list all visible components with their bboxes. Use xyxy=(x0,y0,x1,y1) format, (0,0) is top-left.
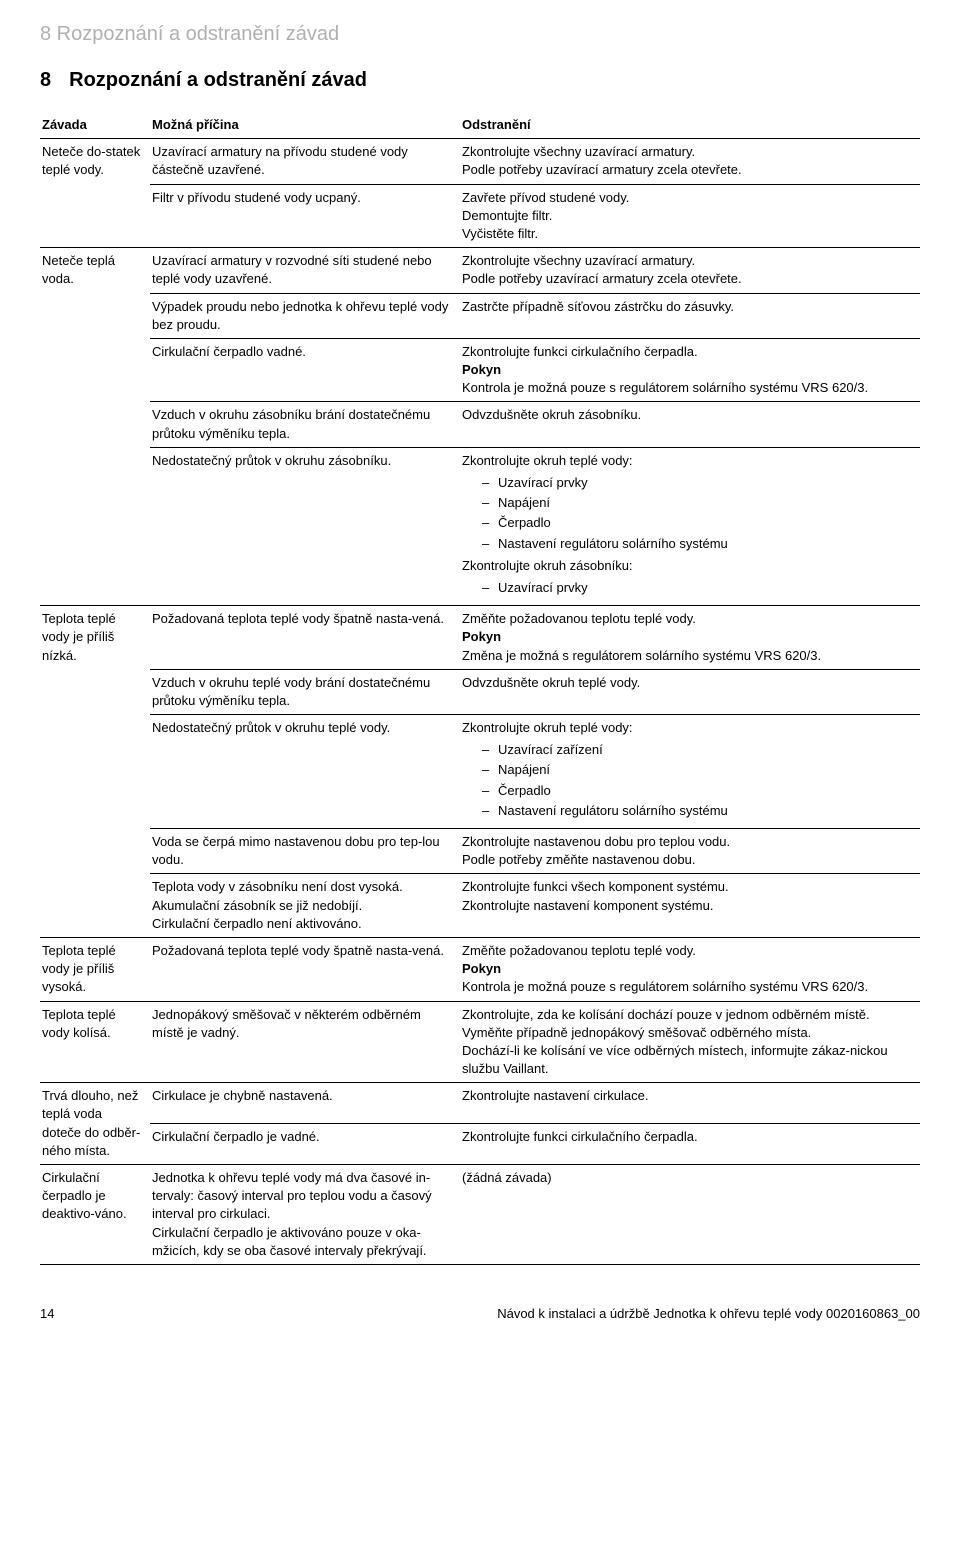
text: Kontrola je možná pouze s regulátorem so… xyxy=(462,380,868,395)
cell-pricina: Požadovaná teplota teplé vody špatně nas… xyxy=(150,937,460,1001)
cell-pricina: Uzavírací armatury v rozvodné síti stude… xyxy=(150,248,460,293)
cell-zavada: Teplota teplé vody kolísá. xyxy=(40,1001,150,1083)
cell-pricina: Nedostatečný průtok v okruhu zásobníku. xyxy=(150,447,460,605)
table-row: Cirkulační čerpadlo vadné. Zkontrolujte … xyxy=(40,338,920,402)
text: Zkontrolujte funkci cirkulačního čerpadl… xyxy=(462,344,698,359)
breadcrumb: 8 Rozpoznání a odstranění závad xyxy=(40,20,920,48)
check-list: Uzavírací prvky xyxy=(462,579,914,597)
cell-odstraneni: Odvzdušněte okruh zásobníku. xyxy=(460,402,920,447)
section-number: 8 xyxy=(40,69,51,91)
pokyn-label: Pokyn xyxy=(462,362,501,377)
table-row: Trvá dlouho, než teplá voda doteče do od… xyxy=(40,1083,920,1124)
list-item: Napájení xyxy=(482,761,914,779)
cell-pricina: Uzavírací armatury na přívodu studené vo… xyxy=(150,139,460,184)
doc-title: Návod k instalaci a údržbě Jednotka k oh… xyxy=(497,1305,920,1323)
cell-zavada: Neteče teplá voda. xyxy=(40,248,150,606)
cell-odstraneni: Zkontrolujte všechny uzavírací armatury.… xyxy=(460,248,920,293)
cell-pricina: Cirkulační čerpadlo je vadné. xyxy=(150,1124,460,1165)
cell-pricina: Filtr v přívodu studené vody ucpaný. xyxy=(150,184,460,248)
text: Změňte požadovanou teplotu teplé vody. xyxy=(462,943,696,958)
cell-pricina: Jednotka k ohřevu teplé vody má dva časo… xyxy=(150,1165,460,1265)
header-odstraneni: Odstranění xyxy=(460,112,920,139)
cell-pricina: Cirkulace je chybně nastavená. xyxy=(150,1083,460,1124)
cell-zavada: Trvá dlouho, než teplá voda doteče do od… xyxy=(40,1083,150,1165)
table-row: Nedostatečný průtok v okruhu zásobníku. … xyxy=(40,447,920,605)
list-item: Uzavírací zařízení xyxy=(482,741,914,759)
table-row: Voda se čerpá mimo nastavenou dobu pro t… xyxy=(40,829,920,874)
table-row: Nedostatečný průtok v okruhu teplé vody.… xyxy=(40,715,920,829)
table-row: Vzduch v okruhu zásobníku brání dostateč… xyxy=(40,402,920,447)
cell-odstraneni: Zkontrolujte nastavení cirkulace. xyxy=(460,1083,920,1124)
text: Kontrola je možná pouze s regulátorem so… xyxy=(462,979,868,994)
pokyn-label: Pokyn xyxy=(462,629,501,644)
text: Zkontrolujte okruh teplé vody: xyxy=(462,720,633,735)
table-header-row: Závada Možná příčina Odstranění xyxy=(40,112,920,139)
cell-pricina: Voda se čerpá mimo nastavenou dobu pro t… xyxy=(150,829,460,874)
cell-odstraneni: Zkontrolujte okruh teplé vody: Uzavírací… xyxy=(460,447,920,605)
check-list: Uzavírací prvky Napájení Čerpadlo Nastav… xyxy=(462,474,914,553)
cell-pricina: Nedostatečný průtok v okruhu teplé vody. xyxy=(150,715,460,829)
cell-odstraneni: Zkontrolujte okruh teplé vody: Uzavírací… xyxy=(460,715,920,829)
text: Zkontrolujte okruh zásobníku: xyxy=(462,558,633,573)
table-row: Neteče do-statek teplé vody. Uzavírací a… xyxy=(40,139,920,184)
pokyn-label: Pokyn xyxy=(462,961,501,976)
cell-odstraneni: Zkontrolujte funkci cirkulačního čerpadl… xyxy=(460,1124,920,1165)
section-title-text: Rozpoznání a odstranění závad xyxy=(69,69,367,91)
cell-pricina: Cirkulační čerpadlo vadné. xyxy=(150,338,460,402)
cell-zavada: Teplota teplé vody je příliš nízká. xyxy=(40,606,150,938)
list-item: Nastavení regulátoru solárního systému xyxy=(482,802,914,820)
table-row: Teplota vody v zásobníku není dost vysok… xyxy=(40,874,920,938)
cell-odstraneni: Změňte požadovanou teplotu teplé vody. P… xyxy=(460,937,920,1001)
list-item: Nastavení regulátoru solárního systému xyxy=(482,535,914,553)
cell-zavada: Teplota teplé vody je příliš vysoká. xyxy=(40,937,150,1001)
cell-zavada: Cirkulační čerpadlo je deaktivo-váno. xyxy=(40,1165,150,1265)
cell-pricina: Jednopákový směšovač v některém odběrném… xyxy=(150,1001,460,1083)
table-row: Cirkulační čerpadlo je vadné. Zkontroluj… xyxy=(40,1124,920,1165)
cell-pricina: Vzduch v okruhu teplé vody brání dostate… xyxy=(150,669,460,714)
list-item: Uzavírací prvky xyxy=(482,474,914,492)
cell-pricina: Vzduch v okruhu zásobníku brání dostateč… xyxy=(150,402,460,447)
list-item: Čerpadlo xyxy=(482,514,914,532)
cell-odstraneni: Zkontrolujte všechny uzavírací armatury.… xyxy=(460,139,920,184)
table-row: Teplota teplé vody je příliš vysoká. Pož… xyxy=(40,937,920,1001)
table-row: Teplota teplé vody je příliš nízká. Poža… xyxy=(40,606,920,670)
cell-odstraneni: Změňte požadovanou teplotu teplé vody. P… xyxy=(460,606,920,670)
cell-odstraneni: Zkontrolujte, zda ke kolísání dochází po… xyxy=(460,1001,920,1083)
page-footer: 14 Návod k instalaci a údržbě Jednotka k… xyxy=(40,1305,920,1323)
header-zavada: Závada xyxy=(40,112,150,139)
cell-pricina: Výpadek proudu nebo jednotka k ohřevu te… xyxy=(150,293,460,338)
table-row: Neteče teplá voda. Uzavírací armatury v … xyxy=(40,248,920,293)
table-row: Cirkulační čerpadlo je deaktivo-váno. Je… xyxy=(40,1165,920,1265)
table-row: Vzduch v okruhu teplé vody brání dostate… xyxy=(40,669,920,714)
table-row: Filtr v přívodu studené vody ucpaný. Zav… xyxy=(40,184,920,248)
text: Změňte požadovanou teplotu teplé vody. xyxy=(462,611,696,626)
section-heading: 8 Rozpoznání a odstranění závad xyxy=(40,66,920,94)
text: Zkontrolujte okruh teplé vody: xyxy=(462,453,633,468)
list-item: Napájení xyxy=(482,494,914,512)
cell-odstraneni: Zavřete přívod studené vody.Demontujte f… xyxy=(460,184,920,248)
cell-odstraneni: (žádná závada) xyxy=(460,1165,920,1265)
page-number: 14 xyxy=(40,1305,54,1323)
table-row: Teplota teplé vody kolísá. Jednopákový s… xyxy=(40,1001,920,1083)
header-pricina: Možná příčina xyxy=(150,112,460,139)
cell-pricina: Požadovaná teplota teplé vody špatně nas… xyxy=(150,606,460,670)
cell-odstraneni: Zastrčte případně síťovou zástrčku do zá… xyxy=(460,293,920,338)
check-list: Uzavírací zařízení Napájení Čerpadlo Nas… xyxy=(462,741,914,820)
table-row: Výpadek proudu nebo jednotka k ohřevu te… xyxy=(40,293,920,338)
cell-odstraneni: Zkontrolujte funkci všech komponent syst… xyxy=(460,874,920,938)
list-item: Čerpadlo xyxy=(482,782,914,800)
cell-odstraneni: Zkontrolujte funkci cirkulačního čerpadl… xyxy=(460,338,920,402)
troubleshooting-table: Závada Možná příčina Odstranění Neteče d… xyxy=(40,112,920,1265)
text: Změna je možná s regulátorem solárního s… xyxy=(462,648,821,663)
cell-pricina: Teplota vody v zásobníku není dost vysok… xyxy=(150,874,460,938)
cell-odstraneni: Zkontrolujte nastavenou dobu pro teplou … xyxy=(460,829,920,874)
cell-odstraneni: Odvzdušněte okruh teplé vody. xyxy=(460,669,920,714)
cell-zavada: Neteče do-statek teplé vody. xyxy=(40,139,150,248)
list-item: Uzavírací prvky xyxy=(482,579,914,597)
